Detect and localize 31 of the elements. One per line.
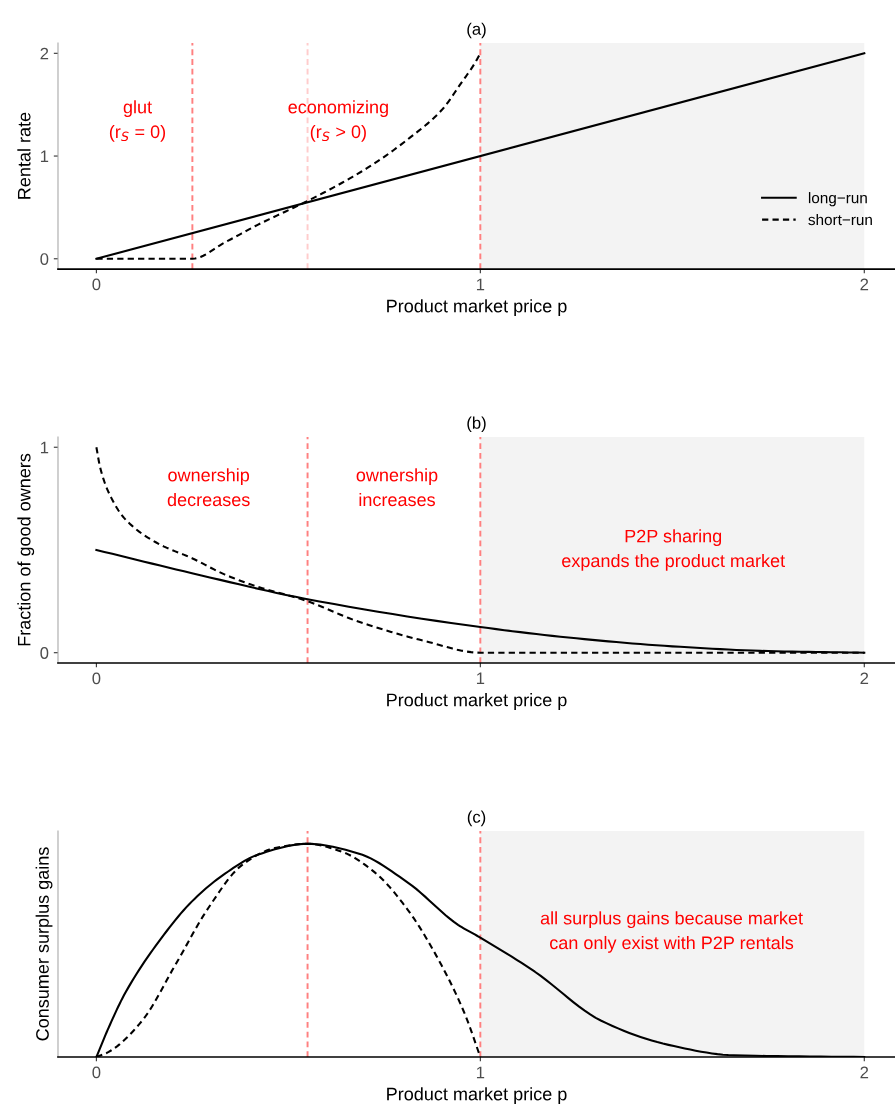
- y-axis-title: Rental rate: [17, 112, 31, 199]
- x-tick-label: 2: [860, 672, 869, 685]
- x-axis-title: Product market price p: [387, 693, 567, 710]
- chart-title: (b): [467, 416, 486, 433]
- x-axis-title: Product market price p: [387, 1087, 567, 1104]
- y-axis-title: Consumer surplus gains: [35, 847, 53, 1041]
- y-tick-label: 0: [40, 253, 49, 265]
- annotation: all surplus gains because market can only exist with P2P rentals: [540, 911, 803, 953]
- y-tick-label: 0: [40, 647, 49, 659]
- chart-title: (a): [467, 22, 486, 39]
- annotation: ownership increases: [356, 468, 438, 507]
- y-tick-label: 1: [40, 150, 49, 163]
- x-tick-label: 2: [860, 278, 869, 291]
- x-tick-label: 1: [476, 672, 485, 685]
- x-tick-label: 2: [860, 1066, 869, 1079]
- annotation: P2P sharing expands the product market: [562, 529, 785, 571]
- x-axis-title: Product market price p: [387, 299, 567, 316]
- annotation: economizing (r$_{S}$ > 0): [288, 100, 388, 142]
- x-tick-label: 1: [476, 1066, 485, 1079]
- legend-label: long−run: [808, 192, 867, 207]
- x-tick-label: 0: [92, 672, 101, 685]
- legend-label: short−run: [808, 213, 872, 226]
- chart-title: (c): [467, 810, 486, 827]
- y-tick-label: 2: [40, 47, 49, 60]
- y-axis-title: Fraction of good owners: [17, 453, 35, 646]
- x-tick-label: 0: [92, 1066, 101, 1079]
- x-tick-label: 0: [92, 278, 101, 291]
- x-tick-label: 1: [476, 278, 485, 291]
- annotation: ownership decreases: [167, 468, 250, 507]
- y-tick-label: 1: [40, 441, 49, 454]
- annotation: glut (r$_{S}$ = 0): [109, 100, 166, 142]
